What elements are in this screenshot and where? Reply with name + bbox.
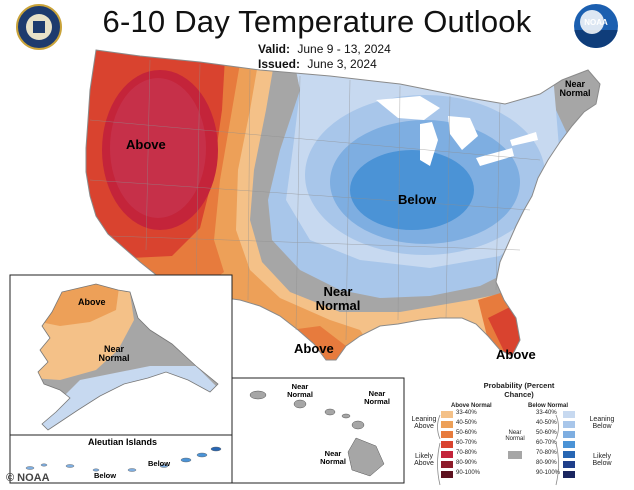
- legend-below-range: 50-60%: [536, 430, 557, 436]
- page-title: 6-10 Day Temperature Outlook: [102, 4, 532, 39]
- legend: Probability (Percent Chance) Above Norma…: [405, 378, 633, 488]
- legend-above-range: 90-100%: [456, 470, 481, 476]
- label-texas-above: Above: [294, 341, 334, 356]
- legend-leaning-below: Leaning Below: [589, 416, 615, 430]
- label-northeast-near: Near Normal: [559, 79, 591, 99]
- legend-likely-below: Likely Below: [592, 453, 612, 467]
- label-florida-above: Above: [496, 347, 536, 362]
- legend-above-swatch: [441, 431, 453, 438]
- legend-above-swatch: [441, 441, 453, 448]
- valid-date: Valid: June 9 - 13, 2024: [258, 42, 391, 56]
- legend-above-swatch: [441, 461, 453, 468]
- label-hawaii-near-2: Near Normal: [364, 389, 390, 406]
- legend-below-swatch: [563, 411, 575, 418]
- legend-above-range: 40-50%: [456, 420, 477, 426]
- legend-below-range: 90-100%: [536, 470, 561, 476]
- label-alaska-near: Near Normal: [98, 344, 130, 364]
- noaa-logo-icon: NOAA: [574, 4, 618, 48]
- legend-below-range: 70-80%: [536, 450, 557, 456]
- label-alaska-above: Above: [78, 297, 106, 307]
- label-hawaii-near-1: Near Normal: [287, 382, 313, 399]
- label-aleutian-below-1: Below: [148, 459, 171, 468]
- noaa-logo-text: NOAA: [584, 18, 608, 27]
- legend-below-swatch: [563, 441, 575, 448]
- label-hawaii-near-3: Near Normal: [320, 449, 346, 466]
- legend-below-swatch: [563, 451, 575, 458]
- legend-near-swatch: [508, 451, 522, 459]
- legend-above-range: 50-60%: [456, 430, 477, 436]
- label-central-below: Below: [398, 192, 437, 207]
- legend-likely-above: Likely Above: [414, 453, 434, 467]
- legend-title: Probability (Percent Chance): [483, 381, 555, 399]
- legend-leaning-above: Leaning Above: [411, 416, 437, 430]
- legend-above-swatch: [441, 471, 453, 478]
- issued-date: Issued: June 3, 2024: [258, 57, 377, 71]
- legend-near-label: Near Normal: [505, 430, 525, 442]
- legend-below-swatch: [563, 431, 575, 438]
- issued-value: June 3, 2024: [307, 57, 377, 71]
- legend-above-range: 60-70%: [456, 440, 477, 446]
- label-west-above: Above: [126, 137, 166, 152]
- legend-below-range: 33-40%: [536, 410, 557, 416]
- legend-below-header: Below Normal: [528, 403, 569, 409]
- legend-above-swatch: [441, 421, 453, 428]
- legend-below-range: 60-70%: [536, 440, 557, 446]
- label-plains-near: Near Normal: [315, 284, 361, 313]
- legend-above-header: Above Normal: [451, 403, 492, 409]
- label-aleutian-below-2: Below: [94, 471, 117, 480]
- legend-below-swatch: [563, 471, 575, 478]
- legend-above-range: 80-90%: [456, 460, 477, 466]
- legend-below-swatch: [563, 461, 575, 468]
- legend-below-swatch: [563, 421, 575, 428]
- noaa-credit: © NOAA: [6, 472, 50, 484]
- legend-above-swatch: [441, 411, 453, 418]
- legend-below-range: 80-90%: [536, 460, 557, 466]
- legend-above-range: 70-80%: [456, 450, 477, 456]
- legend-below-range: 40-50%: [536, 420, 557, 426]
- legend-above-range: 33-40%: [456, 410, 477, 416]
- commerce-seal-icon: [16, 4, 62, 50]
- issued-label: Issued:: [258, 57, 301, 71]
- label-aleutian-title: Aleutian Islands: [88, 437, 158, 447]
- legend-above-swatch: [441, 451, 453, 458]
- valid-label: Valid:: [258, 42, 291, 56]
- valid-value: June 9 - 13, 2024: [297, 42, 391, 56]
